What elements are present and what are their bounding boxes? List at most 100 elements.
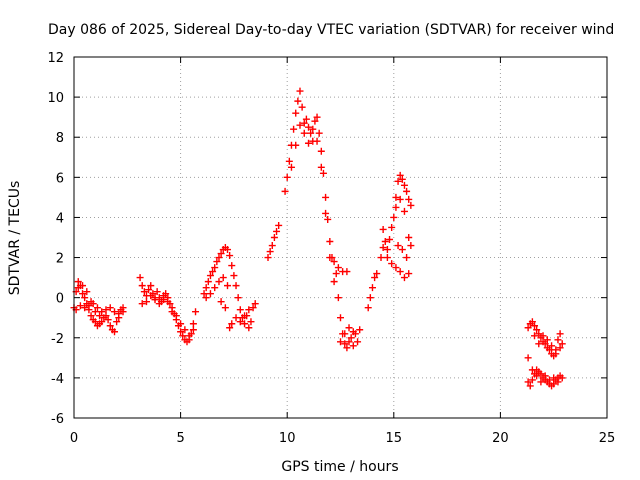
- data-point: [319, 169, 327, 177]
- data-point: [302, 115, 310, 123]
- data-point: [232, 314, 240, 322]
- data-point: [162, 290, 170, 298]
- data-point: [102, 312, 110, 320]
- data-point: [192, 308, 200, 316]
- data-point: [403, 187, 411, 195]
- data-point: [364, 304, 372, 312]
- data-point: [224, 246, 232, 254]
- data-point: [345, 324, 353, 332]
- data-point: [556, 344, 564, 352]
- data-point: [392, 264, 400, 272]
- data-point: [394, 242, 402, 250]
- data-point: [524, 324, 532, 332]
- data-point: [200, 290, 208, 298]
- data-point: [386, 236, 394, 244]
- data-point: [111, 308, 119, 316]
- data-point: [537, 370, 545, 378]
- data-point: [268, 242, 276, 250]
- data-point: [245, 306, 253, 314]
- data-point: [326, 254, 334, 262]
- data-point: [349, 328, 357, 336]
- data-point: [524, 354, 532, 362]
- data-point: [241, 312, 249, 320]
- data-point: [91, 308, 99, 316]
- data-point: [236, 318, 244, 326]
- axis-ticks: [73, 56, 608, 419]
- y-tick-label: 4: [56, 211, 64, 226]
- y-axis-label: SDTVAR / TECUs: [7, 181, 23, 296]
- x-tick-label: 5: [176, 431, 184, 446]
- data-point: [326, 238, 334, 246]
- data-point: [324, 215, 332, 223]
- plot-frame: [73, 56, 608, 419]
- grid: [74, 57, 607, 418]
- y-tick-label: 8: [56, 131, 64, 146]
- data-point: [213, 258, 221, 266]
- data-point: [164, 298, 172, 306]
- data-point: [215, 278, 223, 286]
- data-point: [337, 338, 344, 346]
- data-point: [219, 274, 227, 282]
- data-point: [172, 312, 180, 320]
- data-point: [405, 270, 413, 278]
- data-point: [111, 328, 119, 336]
- data-point: [79, 282, 87, 290]
- data-point: [102, 306, 110, 314]
- data-point: [394, 177, 402, 185]
- data-point: [317, 163, 325, 171]
- data-point: [533, 372, 541, 380]
- data-point: [298, 103, 306, 111]
- data-point: [177, 320, 185, 328]
- data-point: [334, 264, 342, 272]
- data-point: [228, 320, 236, 328]
- data-point: [155, 300, 163, 308]
- data-point: [147, 292, 155, 300]
- data-point: [347, 334, 355, 342]
- y-tick-label: -6: [51, 412, 64, 427]
- data-point: [168, 308, 176, 316]
- data-point: [545, 346, 553, 354]
- data-point: [390, 213, 398, 221]
- data-point: [285, 157, 293, 165]
- data-point: [241, 320, 249, 328]
- data-point: [528, 376, 536, 384]
- data-point: [138, 300, 146, 308]
- data-point: [232, 282, 240, 290]
- data-point: [245, 324, 253, 332]
- data-point: [309, 125, 317, 133]
- data-point: [388, 223, 396, 231]
- y-tick-label: -2: [51, 332, 64, 347]
- data-point: [392, 193, 400, 201]
- data-point: [539, 332, 547, 340]
- y-tick-label: 0: [56, 292, 64, 307]
- data-point: [368, 284, 376, 292]
- x-tick-label: 20: [492, 431, 509, 446]
- x-axis-label: GPS time / hours: [281, 459, 398, 475]
- data-point: [209, 268, 217, 276]
- data-point: [202, 294, 210, 302]
- y-tick-label: 10: [47, 91, 64, 106]
- data-point: [290, 125, 298, 133]
- data-point: [189, 320, 197, 328]
- data-point: [349, 342, 357, 350]
- data-point: [189, 326, 197, 334]
- data-point: [138, 282, 146, 290]
- data-point: [552, 350, 560, 358]
- data-point: [151, 296, 159, 304]
- data-point: [181, 326, 189, 334]
- data-point: [91, 318, 99, 326]
- data-point: [400, 207, 408, 215]
- data-point: [550, 374, 558, 382]
- data-point: [160, 296, 168, 304]
- x-tick-label: 15: [386, 431, 403, 446]
- data-point: [81, 304, 89, 312]
- data-point: [85, 302, 93, 310]
- data-point: [74, 284, 82, 292]
- data-point: [221, 304, 229, 312]
- data-point: [543, 336, 551, 344]
- data-point: [305, 123, 313, 131]
- data-point: [396, 171, 404, 179]
- data-point: [228, 262, 236, 270]
- data-point: [554, 378, 562, 386]
